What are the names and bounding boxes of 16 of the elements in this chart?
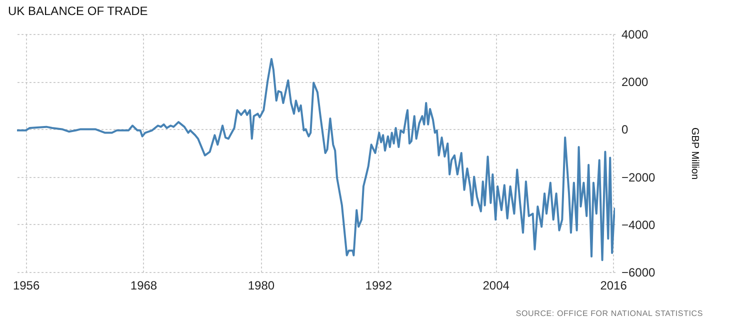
y-tick-label: −6000 — [622, 266, 656, 280]
y-axis-title: GBP Million — [689, 127, 700, 180]
y-tick-label: −2000 — [622, 170, 656, 184]
x-tick-label: 2004 — [482, 278, 510, 292]
x-tick-label: 1980 — [248, 278, 275, 292]
x-tick-label: 1992 — [365, 278, 392, 292]
source-note: SOURCE: OFFICE FOR NATIONAL STATISTICS — [516, 309, 703, 318]
x-tick-label: 1968 — [130, 278, 158, 292]
line-series — [17, 58, 615, 262]
y-tick-label: 0 — [622, 122, 628, 137]
y-tick-label: −4000 — [622, 218, 656, 232]
chart-title: UK BALANCE OF TRADE — [8, 4, 148, 18]
y-tick-label: 4000 — [622, 28, 649, 42]
x-tick-label: 2016 — [600, 278, 628, 292]
x-tick-label: 1956 — [12, 278, 40, 292]
y-tick-label: 2000 — [622, 75, 649, 90]
